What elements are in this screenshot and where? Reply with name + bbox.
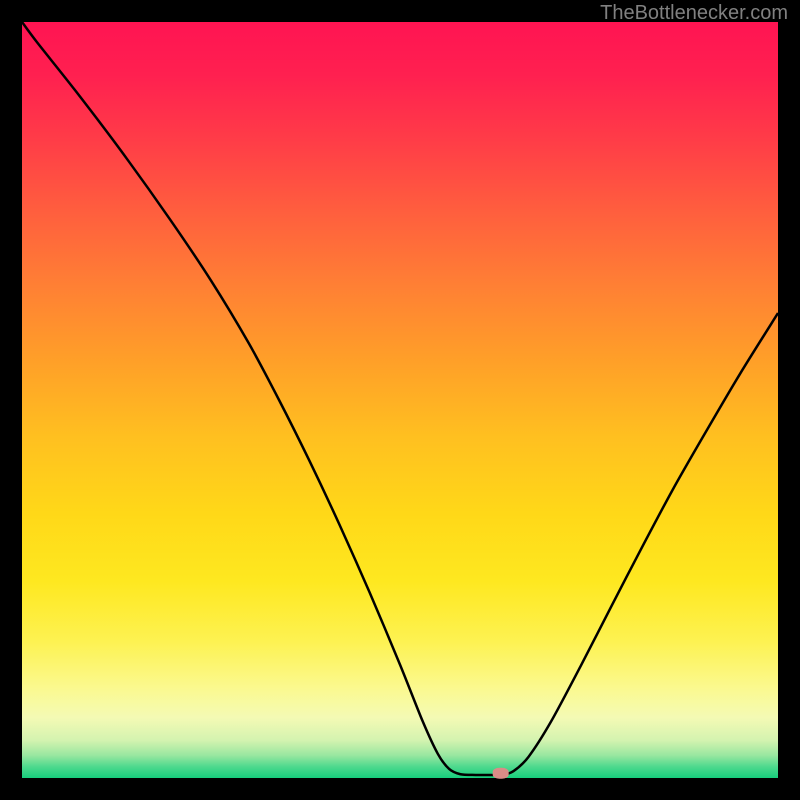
watermark-text: TheBottlenecker.com (600, 2, 788, 25)
optimal-point-marker (492, 768, 509, 779)
plot-area (22, 22, 778, 778)
bottleneck-curve (22, 22, 778, 778)
